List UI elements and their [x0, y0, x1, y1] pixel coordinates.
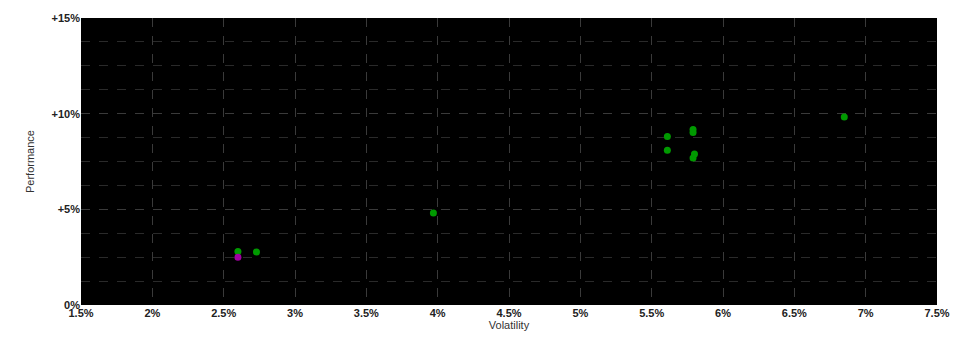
- svg-text:2.5%: 2.5%: [211, 307, 236, 319]
- svg-text:5%: 5%: [572, 307, 588, 319]
- svg-text:2%: 2%: [144, 307, 160, 319]
- svg-text:Volatility: Volatility: [489, 319, 530, 331]
- svg-text:5.5%: 5.5%: [639, 307, 664, 319]
- svg-text:6%: 6%: [715, 307, 731, 319]
- svg-text:4.5%: 4.5%: [496, 307, 521, 319]
- svg-text:6.5%: 6.5%: [782, 307, 807, 319]
- svg-text:Performance: Performance: [24, 130, 36, 193]
- svg-text:+5%: +5%: [58, 203, 81, 215]
- svg-text:+10%: +10%: [52, 108, 81, 120]
- svg-text:4%: 4%: [430, 307, 446, 319]
- svg-text:7%: 7%: [858, 307, 874, 319]
- svg-text:7.5%: 7.5%: [924, 307, 949, 319]
- svg-text:+15%: +15%: [52, 12, 81, 24]
- svg-text:3.5%: 3.5%: [354, 307, 379, 319]
- svg-text:0%: 0%: [64, 299, 80, 311]
- svg-text:3%: 3%: [287, 307, 303, 319]
- svg-text:1.5%: 1.5%: [68, 307, 93, 319]
